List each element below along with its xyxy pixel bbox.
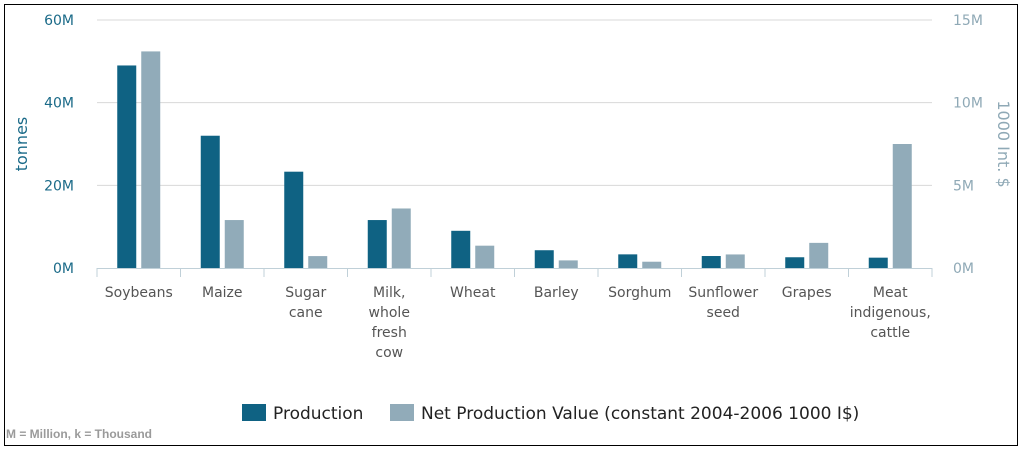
legend-label-production[interactable]: Production [273, 404, 363, 424]
y-right-tick-label: 0M [953, 261, 974, 277]
y-right-tick-label: 5M [953, 178, 974, 194]
x-category-label: Sugar [285, 285, 326, 301]
x-category-label: Maize [202, 285, 243, 301]
bar-net-production-value[interactable] [642, 261, 662, 268]
bar-production[interactable] [367, 220, 387, 268]
bar-net-production-value[interactable] [391, 208, 411, 268]
x-category-label: whole [369, 305, 410, 321]
y-right-tick-label: 15M [953, 13, 983, 29]
legend-label-net-production-value[interactable]: Net Production Value (constant 2004-2006… [421, 404, 859, 424]
bar-production[interactable] [117, 65, 137, 268]
bar-production[interactable] [284, 171, 304, 268]
bar-net-production-value[interactable] [141, 51, 161, 269]
y-left-tick-label: 0M [53, 261, 74, 277]
x-category-label: fresh [372, 325, 407, 341]
bar-net-production-value[interactable] [892, 144, 912, 268]
x-category-label: cow [375, 345, 403, 361]
x-category-label: Milk, [373, 285, 405, 301]
bar-production[interactable] [200, 135, 220, 268]
y-left-axis-title: tonnes [12, 117, 31, 172]
bar-production[interactable] [618, 254, 638, 268]
bar-production[interactable] [451, 230, 471, 268]
x-category-label: seed [707, 305, 740, 321]
bar-net-production-value[interactable] [224, 220, 244, 268]
bar-production[interactable] [701, 256, 721, 268]
x-category-label: indigenous, [850, 305, 931, 321]
x-category-label: Soybeans [105, 285, 173, 301]
y-left-tick-label: 40M [44, 96, 74, 112]
x-category-label: Barley [534, 285, 579, 301]
legend-swatch-production[interactable] [242, 404, 266, 421]
y-left-tick-label: 20M [44, 178, 74, 194]
bar-net-production-value[interactable] [475, 245, 495, 268]
x-category-label: Meat [873, 285, 908, 301]
y-left-tick-label: 60M [44, 13, 74, 29]
y-right-axis-title: 1000 Int. $ [994, 100, 1013, 187]
legend-swatch-net-production-value[interactable] [390, 404, 414, 421]
x-category-label: cattle [870, 325, 910, 341]
bar-production[interactable] [868, 257, 888, 268]
x-category-label: cane [289, 305, 323, 321]
bar-production[interactable] [785, 257, 805, 268]
bar-production[interactable] [534, 250, 554, 268]
x-category-label: Sorghum [608, 285, 671, 301]
x-category-label: Sunflower [688, 285, 758, 301]
bar-net-production-value[interactable] [809, 242, 829, 268]
bar-net-production-value[interactable] [725, 254, 745, 268]
x-category-label: Wheat [450, 285, 496, 301]
y-right-tick-label: 10M [953, 96, 983, 112]
bar-net-production-value[interactable] [558, 260, 578, 268]
x-category-label: Grapes [782, 285, 832, 301]
footnote: M = Million, k = Thousand [6, 427, 153, 441]
bar-net-production-value[interactable] [308, 256, 328, 268]
chart-frame [4, 4, 1018, 446]
